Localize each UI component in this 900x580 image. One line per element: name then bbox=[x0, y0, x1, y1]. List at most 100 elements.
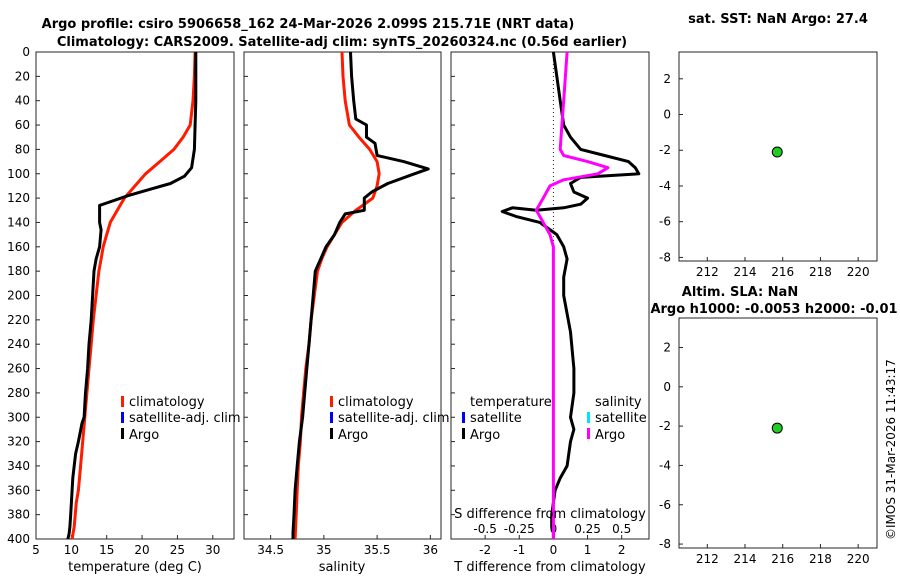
legend-swatch-t-argo bbox=[462, 428, 465, 439]
depth-tick-label: 300 bbox=[7, 410, 30, 424]
legend-swatch-climatology bbox=[121, 396, 124, 407]
legend-label-temperature: temperature bbox=[470, 395, 552, 410]
y-tick-label: 0 bbox=[663, 108, 671, 122]
x-tick-label: 216 bbox=[771, 265, 794, 279]
y-tick-label: -6 bbox=[659, 215, 671, 229]
x-tick-label: 15 bbox=[99, 543, 114, 557]
x-tick-label: 35.5 bbox=[364, 543, 391, 557]
y-tick-label: 2 bbox=[663, 340, 671, 354]
x-tick-label: 220 bbox=[847, 552, 870, 566]
y-tick-label: -6 bbox=[659, 498, 671, 512]
depth-tick-label: 120 bbox=[7, 191, 30, 205]
series-line-argo bbox=[291, 51, 430, 539]
depth-tick-label: 220 bbox=[7, 313, 30, 327]
x-tick-label: 220 bbox=[847, 265, 870, 279]
depth-tick-label: 160 bbox=[7, 240, 30, 254]
legend-label-argo: Argo bbox=[338, 428, 368, 443]
legend-swatch-argo bbox=[330, 428, 333, 439]
s-diff-tick-label: 0.25 bbox=[574, 522, 601, 536]
x-tick-label: 10 bbox=[64, 543, 79, 557]
x-tick-label: 212 bbox=[696, 265, 719, 279]
x-tick-label: 218 bbox=[809, 552, 832, 566]
depth-tick-label: 400 bbox=[7, 532, 30, 546]
depth-tick-label: 40 bbox=[15, 94, 30, 108]
temperature-legend: climatology satellite-adj. clim Argo bbox=[121, 395, 241, 443]
legend-label-t-argo: Argo bbox=[470, 428, 500, 443]
depth-tick-label: 140 bbox=[7, 215, 30, 229]
depth-tick-label: 280 bbox=[7, 386, 30, 400]
s-diff-tick-label: -0.25 bbox=[504, 522, 535, 536]
x-tick-label: 35 bbox=[316, 543, 331, 557]
argo-position-marker bbox=[771, 146, 783, 158]
legend-label-satellite: satellite-adj. clim bbox=[338, 411, 450, 426]
salinity-legend: climatology satellite-adj. clim Argo bbox=[330, 395, 450, 443]
legend-swatch-argo bbox=[121, 428, 124, 439]
chart-marks: 5 10 15 20 25 30 34.5 35 35.5 36 -2 -1 0 1 2-0.5 -0.25 0… bbox=[32, 51, 870, 566]
legend-label-t-satellite: satellite bbox=[470, 411, 522, 426]
y-tick-label: -4 bbox=[659, 458, 671, 472]
legend-swatch-s-argo bbox=[587, 428, 590, 439]
x-tick-label: -1 bbox=[513, 543, 525, 557]
sla-title-line-1: Altim. SLA: NaN bbox=[682, 285, 798, 300]
s-diff-tick-label: 0.5 bbox=[612, 522, 631, 536]
title-line-2: Climatology: CARS2009. Satellite-adj cli… bbox=[57, 35, 627, 50]
x-tick-label: 216 bbox=[771, 552, 794, 566]
x-tick-label: -2 bbox=[479, 543, 491, 557]
temperature-xlabel: temperature (deg C) bbox=[68, 560, 202, 575]
y-tick-label: -2 bbox=[659, 143, 671, 157]
diff-xlabel-top: S difference from climatology bbox=[454, 507, 646, 522]
legend-label-climatology: climatology bbox=[338, 395, 414, 410]
series-line-t-diff-argo bbox=[500, 51, 641, 539]
diff-xlabel: T difference from climatology bbox=[453, 560, 646, 575]
series-line-climatology bbox=[70, 51, 197, 540]
x-tick-label: 212 bbox=[696, 552, 719, 566]
depth-tick-label: 80 bbox=[15, 142, 30, 156]
y-tick-label: 2 bbox=[663, 72, 671, 86]
depth-tick-label: 380 bbox=[7, 508, 30, 522]
legend-label-s-satellite: satellite bbox=[595, 411, 647, 426]
depth-tick-label: 20 bbox=[15, 69, 30, 83]
depth-tick-label: 60 bbox=[15, 118, 30, 132]
x-tick-label: 5 bbox=[32, 543, 40, 557]
depth-tick-label: 100 bbox=[7, 167, 30, 181]
y-tick-label: -8 bbox=[659, 250, 671, 264]
y-tick-label: -4 bbox=[659, 179, 671, 193]
y-tick-label: 0 bbox=[663, 380, 671, 394]
sst-axes bbox=[678, 51, 878, 262]
x-tick-label: 2 bbox=[618, 543, 626, 557]
salinity-xlabel: salinity bbox=[319, 560, 366, 575]
depth-tick-label: 180 bbox=[7, 264, 30, 278]
temperature-axes bbox=[35, 51, 235, 540]
x-tick-label: 218 bbox=[809, 265, 832, 279]
x-tick-label: 34.5 bbox=[257, 543, 284, 557]
x-tick-label: 30 bbox=[205, 543, 220, 557]
legend-label-salinity: salinity bbox=[595, 395, 642, 410]
depth-tick-label: 320 bbox=[7, 435, 30, 449]
legend-swatch-climatology bbox=[330, 396, 333, 407]
depth-tick-label: 240 bbox=[7, 337, 30, 351]
x-tick-label: 36 bbox=[423, 543, 438, 557]
sla-title-line-2: Argo h1000: -0.0053 h2000: -0.01 bbox=[650, 302, 897, 317]
difference-legend: temperature satellite Argo salinity sate… bbox=[462, 395, 647, 443]
depth-tick-label: 260 bbox=[7, 362, 30, 376]
series-line-argo bbox=[66, 52, 198, 540]
series-line-s-diff-argo bbox=[534, 51, 610, 539]
title-line-1: Argo profile: csiro 5906658_162 24-Mar-2… bbox=[42, 17, 575, 32]
y-tick-label: -8 bbox=[659, 537, 671, 551]
x-tick-label: 1 bbox=[584, 543, 592, 557]
imos-timestamp: ©IMOS 31-Mar-2026 11:43:17 bbox=[884, 359, 898, 540]
legend-label-satellite: satellite-adj. clim bbox=[129, 411, 241, 426]
depth-tick-label: 340 bbox=[7, 459, 30, 473]
sst-title: sat. SST: NaN Argo: 27.4 bbox=[688, 12, 868, 27]
x-tick-label: 25 bbox=[170, 543, 185, 557]
x-tick-label: 214 bbox=[734, 552, 757, 566]
x-tick-label: 214 bbox=[734, 265, 757, 279]
argo-position-marker bbox=[771, 422, 783, 434]
s-diff-tick-label: -0.5 bbox=[473, 522, 496, 536]
legend-swatch-t-satellite bbox=[462, 412, 465, 423]
depth-tick-label: 360 bbox=[7, 483, 30, 497]
legend-swatch-satellite bbox=[330, 412, 333, 423]
legend-swatch-s-satellite bbox=[587, 412, 590, 423]
x-tick-label: 20 bbox=[134, 543, 149, 557]
